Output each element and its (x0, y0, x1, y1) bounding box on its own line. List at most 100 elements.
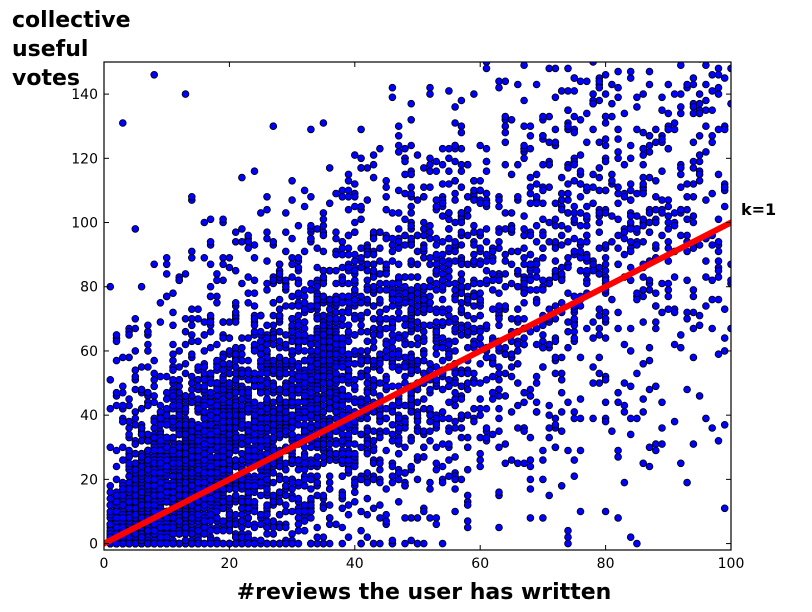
data-point (595, 305, 604, 314)
data-point (119, 456, 127, 464)
data-point (382, 279, 391, 288)
data-point (369, 343, 378, 352)
data-point (445, 440, 453, 448)
data-point (225, 449, 234, 458)
data-point (206, 453, 215, 461)
data-point (338, 250, 347, 259)
data-point (206, 446, 215, 455)
data-point (357, 526, 365, 535)
data-point (419, 337, 428, 346)
data-point (263, 414, 271, 423)
data-point (495, 427, 503, 436)
data-point (394, 132, 403, 140)
data-point (350, 228, 359, 237)
data-point (332, 250, 340, 259)
data-point (388, 350, 397, 359)
data-point (238, 343, 246, 352)
data-point (501, 392, 510, 400)
data-point (539, 343, 547, 352)
data-point (162, 404, 171, 413)
data-point (382, 324, 391, 333)
data-point (200, 530, 209, 538)
data-point (288, 327, 296, 336)
data-point (238, 356, 246, 365)
data-point (269, 408, 278, 416)
data-point (156, 446, 165, 455)
data-point (595, 209, 604, 217)
data-point (225, 318, 234, 326)
data-point (219, 366, 227, 375)
data-point (194, 314, 202, 323)
data-point (144, 436, 152, 445)
data-point (250, 523, 259, 532)
data-point (256, 388, 265, 397)
data-point (256, 472, 265, 481)
data-point (407, 183, 416, 192)
data-point (438, 270, 447, 278)
data-point (338, 314, 347, 323)
data-point (495, 375, 503, 384)
data-point (200, 501, 209, 509)
data-point (344, 359, 353, 368)
data-point (419, 395, 428, 403)
data-point (144, 388, 152, 397)
data-point (213, 469, 221, 477)
data-point (288, 507, 296, 516)
data-point (407, 536, 416, 545)
data-point (213, 427, 221, 436)
data-point (376, 144, 384, 153)
data-point (601, 135, 610, 143)
data-point (325, 514, 334, 522)
data-point (169, 530, 177, 538)
data-point (119, 417, 127, 426)
data-point (401, 215, 409, 224)
data-point (445, 311, 453, 320)
data-point (300, 247, 309, 256)
data-point (238, 504, 246, 513)
data-point (256, 327, 265, 336)
data-point (119, 485, 127, 493)
data-point (388, 324, 397, 333)
data-point (288, 430, 296, 439)
data-point (338, 491, 347, 500)
data-point (275, 385, 284, 394)
data-point (394, 334, 403, 342)
data-point (357, 443, 365, 452)
data-point (513, 359, 522, 368)
data-point (595, 96, 604, 105)
data-point (250, 497, 259, 506)
data-point (532, 221, 541, 230)
data-point (463, 379, 472, 387)
data-point (325, 295, 334, 304)
data-point (250, 241, 259, 249)
data-point (250, 167, 259, 176)
data-point (369, 388, 378, 397)
data-point (288, 398, 296, 407)
data-point (407, 209, 416, 217)
data-point (181, 327, 190, 336)
data-point (150, 475, 159, 484)
data-point (382, 205, 391, 214)
data-point (589, 318, 597, 326)
data-point (325, 314, 334, 323)
data-point (595, 228, 604, 237)
data-point (407, 292, 416, 301)
data-point (238, 420, 246, 429)
data-point (369, 331, 378, 339)
data-point (507, 170, 516, 179)
data-point (250, 289, 259, 298)
data-point (307, 424, 315, 432)
data-point (131, 465, 140, 474)
data-point (357, 321, 365, 330)
data-point (532, 180, 541, 188)
data-point (419, 244, 428, 253)
data-point (307, 494, 315, 503)
data-point (332, 266, 340, 275)
data-point (557, 375, 566, 384)
data-point (175, 430, 184, 439)
data-point (363, 388, 372, 397)
data-point (225, 465, 234, 474)
data-point (376, 366, 384, 375)
data-point (300, 408, 309, 416)
data-point (407, 241, 416, 249)
